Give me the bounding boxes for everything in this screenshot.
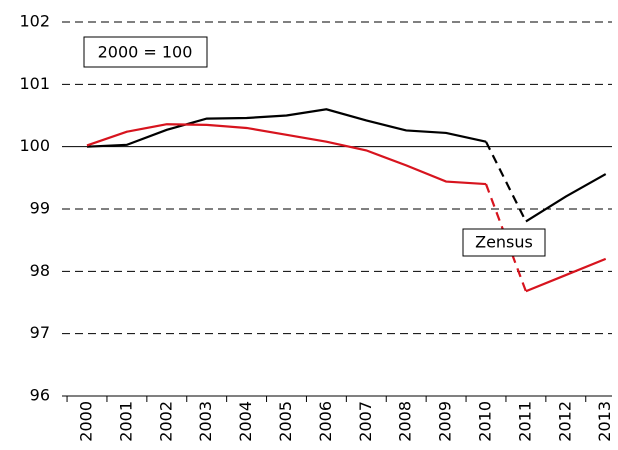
y-tick-label: 96 xyxy=(30,386,50,405)
x-tick-label: 2013 xyxy=(595,401,614,442)
y-tick-label: 102 xyxy=(19,12,50,31)
series-line xyxy=(525,257,607,293)
y-tick-label: 101 xyxy=(19,74,50,93)
series-line xyxy=(86,108,487,148)
series-line xyxy=(86,123,487,186)
x-tick-label: 2002 xyxy=(156,401,175,442)
annotation: 2000 = 100 xyxy=(98,43,193,62)
x-tick-label: 2010 xyxy=(476,401,495,442)
annotation-box xyxy=(462,228,546,257)
x-tick-label: 2009 xyxy=(436,401,455,442)
y-tick-label: 99 xyxy=(30,199,50,218)
x-tick-label: 2005 xyxy=(276,401,295,442)
x-tick-label: 2004 xyxy=(236,401,255,442)
x-tick-label: 2008 xyxy=(396,401,415,442)
x-tick-label: 2006 xyxy=(316,401,335,442)
y-tick-label: 98 xyxy=(30,261,50,280)
x-tick-label: 2011 xyxy=(515,401,534,442)
series-line xyxy=(484,183,527,292)
y-tick-label: 100 xyxy=(19,136,50,155)
x-tick-label: 2007 xyxy=(356,401,375,442)
series-line xyxy=(525,173,607,223)
x-tick-label: 2000 xyxy=(77,401,96,442)
x-tick-label: 2012 xyxy=(555,401,574,442)
y-tick-label: 97 xyxy=(30,323,50,342)
x-tick-label: 2001 xyxy=(116,401,135,442)
annotation: Zensus xyxy=(475,233,533,252)
x-tick-label: 2003 xyxy=(196,401,215,442)
annotation-box xyxy=(83,36,208,68)
